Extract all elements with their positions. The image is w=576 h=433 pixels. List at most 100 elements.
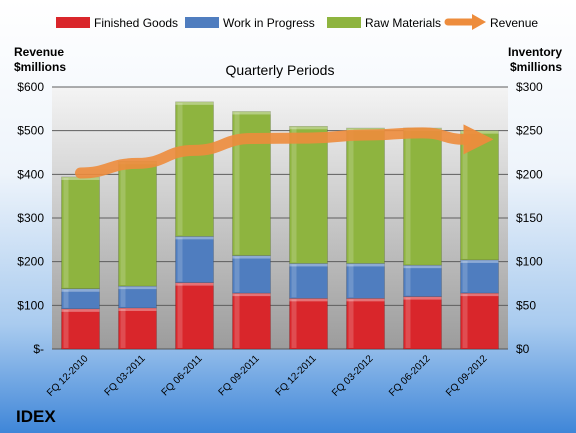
right-tick-label: $100 xyxy=(516,255,543,269)
bar-top-edge xyxy=(289,126,328,130)
bar-top-edge xyxy=(460,259,499,263)
bar-top-edge xyxy=(61,308,100,312)
bar-raw-materials xyxy=(118,160,157,287)
bar-highlight xyxy=(291,299,297,348)
legend-swatch-raw-materials xyxy=(327,17,361,28)
bar-work-in-progress xyxy=(175,236,214,283)
bar-top-edge xyxy=(346,263,385,267)
bar-finished-goods xyxy=(403,296,442,350)
left-tick-label: $400 xyxy=(17,167,44,181)
bar-highlight xyxy=(177,237,183,282)
bar-top-edge xyxy=(175,282,214,286)
x-tick-label: FQ 09-2011 xyxy=(217,353,262,398)
brand-label: IDEX xyxy=(16,407,56,426)
right-axis-ticks: $0 $50 $100 $150 $200 $250 $300 xyxy=(516,80,543,356)
right-tick-label: $250 xyxy=(516,124,543,138)
left-tick-label: $500 xyxy=(17,124,44,138)
bar-highlight xyxy=(177,102,183,236)
left-axis-title-line2: $millions xyxy=(14,60,66,74)
bar-top-edge xyxy=(175,101,214,105)
bar-top-edge xyxy=(460,293,499,297)
legend-label-raw-materials: Raw Materials xyxy=(365,16,441,30)
right-axis-title: Inventory $millions xyxy=(508,45,562,74)
chart-title: Quarterly Periods xyxy=(226,62,335,78)
legend-swatch-work-in-progress xyxy=(185,17,219,28)
revenue-arrowhead xyxy=(463,124,494,155)
x-tick-label: FQ 06-2012 xyxy=(387,353,433,399)
bar-work-in-progress xyxy=(403,264,442,297)
right-axis-title-line2: $millions xyxy=(510,60,562,74)
bar-raw-materials xyxy=(61,176,100,290)
bar-highlight xyxy=(234,256,240,293)
left-axis-title: Revenue $millions xyxy=(14,45,66,74)
x-tick-label: FQ 12-2011 xyxy=(274,353,319,398)
bar-highlight xyxy=(348,129,354,263)
bar-finished-goods xyxy=(289,298,328,350)
bar-highlight xyxy=(120,308,126,348)
legend: Finished Goods Work in Progress Raw Mate… xyxy=(56,14,538,30)
bar-raw-materials xyxy=(289,126,328,264)
bar-top-edge xyxy=(232,111,271,115)
bar-work-in-progress xyxy=(232,255,271,294)
bar-raw-materials xyxy=(175,101,214,237)
bar-highlight xyxy=(462,294,468,348)
bar-highlight xyxy=(234,112,240,255)
bar-highlight xyxy=(462,260,468,293)
bar-finished-goods xyxy=(232,292,271,350)
bar-raw-materials xyxy=(403,127,442,266)
left-tick-label: $100 xyxy=(17,298,44,312)
x-tick-label: FQ 03-2011 xyxy=(103,353,148,398)
left-tick-label: $300 xyxy=(17,211,44,225)
bar-highlight xyxy=(405,297,411,348)
bar-work-in-progress xyxy=(289,263,328,299)
left-axis-ticks: $- $100 $200 $300 $400 $500 $600 xyxy=(17,80,44,356)
bar-top-edge xyxy=(289,263,328,267)
bar-highlight xyxy=(63,177,69,288)
bar-finished-goods xyxy=(61,308,100,350)
bar-finished-goods xyxy=(175,282,214,350)
x-tick-label: FQ 09-2012 xyxy=(444,353,490,399)
bar-work-in-progress xyxy=(346,263,385,299)
bar-highlight xyxy=(177,283,183,348)
bar-series xyxy=(61,101,499,350)
bar-highlight xyxy=(462,131,468,259)
bar-top-edge xyxy=(460,130,499,134)
left-axis-title-line1: Revenue xyxy=(14,45,64,59)
bar-top-edge xyxy=(232,293,271,297)
x-tick-label: FQ 06-2011 xyxy=(160,353,205,398)
x-tick-label: FQ 03-2012 xyxy=(330,353,376,399)
bar-highlight xyxy=(63,289,69,308)
legend-label-revenue: Revenue xyxy=(490,16,538,30)
legend-label-finished-goods: Finished Goods xyxy=(94,16,178,30)
left-tick-label: $600 xyxy=(17,80,44,94)
bar-top-edge xyxy=(289,298,328,302)
x-tick-label: FQ 12-2010 xyxy=(45,353,91,399)
bar-finished-goods xyxy=(118,307,157,350)
right-tick-label: $150 xyxy=(516,211,543,225)
right-tick-label: $0 xyxy=(516,342,530,356)
bar-finished-goods xyxy=(460,292,499,350)
bar-top-edge xyxy=(118,307,157,311)
right-tick-label: $300 xyxy=(516,80,543,94)
bar-highlight xyxy=(405,266,411,296)
bar-top-edge xyxy=(346,298,385,302)
bar-highlight xyxy=(405,129,411,265)
bar-highlight xyxy=(291,264,297,298)
bar-top-edge xyxy=(403,296,442,300)
x-axis-labels: FQ 12-2010 FQ 03-2011 FQ 06-2011 FQ 09-2011… xyxy=(45,353,490,399)
bar-highlight xyxy=(120,287,126,307)
bar-highlight xyxy=(120,162,126,286)
revenue-line xyxy=(75,127,471,179)
bar-highlight xyxy=(291,127,297,263)
left-tick-label: $200 xyxy=(17,255,44,269)
bar-top-edge xyxy=(118,286,157,290)
bar-highlight xyxy=(234,294,240,348)
bar-top-edge xyxy=(175,236,214,240)
bar-top-edge xyxy=(232,255,271,259)
legend-label-work-in-progress: Work in Progress xyxy=(223,16,315,30)
left-tick-label: $- xyxy=(33,342,44,356)
bar-highlight xyxy=(63,309,69,348)
bar-top-edge xyxy=(403,265,442,269)
